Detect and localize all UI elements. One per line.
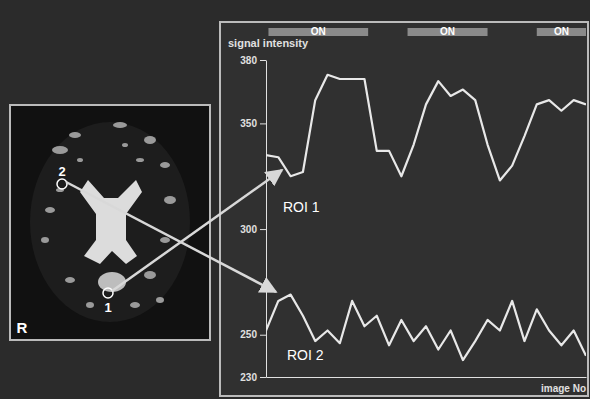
brain-outline bbox=[30, 122, 190, 322]
brain-speckle bbox=[86, 302, 94, 308]
brain-speckle bbox=[65, 277, 75, 283]
on-label: ON bbox=[311, 26, 326, 37]
annotation: 1 bbox=[104, 300, 111, 315]
annotation: R bbox=[17, 319, 28, 336]
brain-speckle bbox=[160, 162, 170, 168]
chart-frame bbox=[220, 22, 588, 396]
brain-speckle bbox=[113, 122, 127, 128]
brain-speckle bbox=[164, 196, 176, 204]
series-label: ROI 2 bbox=[287, 347, 324, 363]
annotation: 2 bbox=[58, 164, 65, 179]
background bbox=[0, 0, 590, 399]
brain-speckle bbox=[52, 146, 68, 154]
brain-speckle bbox=[156, 297, 164, 303]
y-tick: 250 bbox=[240, 329, 266, 340]
y-tick-mark bbox=[260, 377, 266, 378]
brain-panel: 2 1 R bbox=[10, 105, 210, 340]
y-tick-mark bbox=[260, 60, 266, 61]
y-tick: 350 bbox=[240, 118, 266, 129]
brain-speckle bbox=[122, 143, 128, 147]
y-tick-label: 380 bbox=[240, 55, 257, 66]
y-tick: 380 bbox=[240, 55, 266, 66]
roi-arrow bbox=[112, 170, 282, 291]
brain-frame bbox=[10, 105, 210, 340]
brain-speckle bbox=[130, 302, 140, 308]
y-title: signal intensity bbox=[228, 37, 309, 49]
y-tick-label: 350 bbox=[240, 118, 257, 129]
y-tick-label: 250 bbox=[240, 329, 257, 340]
series-line bbox=[266, 75, 586, 181]
plot-area bbox=[266, 75, 586, 360]
brain-speckle bbox=[41, 237, 49, 243]
brain-speckle bbox=[136, 158, 144, 162]
brain-speckle bbox=[144, 136, 156, 144]
brain-speckle bbox=[69, 132, 81, 138]
y-tick-label: 300 bbox=[240, 224, 257, 235]
on-label: ON bbox=[440, 26, 455, 37]
x-axis bbox=[267, 377, 587, 378]
on-label: ON bbox=[554, 26, 569, 37]
roi-circle bbox=[103, 288, 113, 298]
brain-speckle bbox=[160, 237, 170, 243]
series-label: ROI 1 bbox=[283, 199, 320, 215]
y-tick-mark bbox=[260, 123, 266, 124]
y-tick-mark bbox=[260, 229, 266, 230]
x-title: image No bbox=[541, 383, 586, 394]
y-axis: 230 250 300 350 380 bbox=[240, 55, 266, 383]
brain-speckle bbox=[45, 207, 55, 213]
y-tick-mark bbox=[260, 335, 266, 336]
brain-speckle bbox=[144, 271, 156, 279]
y-tick: 300 bbox=[240, 224, 266, 235]
ventricle bbox=[80, 180, 142, 264]
brain-speckle bbox=[77, 158, 83, 162]
y-tick-label: 230 bbox=[240, 372, 257, 383]
roi-arrow bbox=[66, 182, 276, 292]
y-tick: 230 bbox=[240, 372, 266, 383]
x-axis-line bbox=[267, 377, 587, 378]
roi-circle bbox=[57, 179, 67, 189]
